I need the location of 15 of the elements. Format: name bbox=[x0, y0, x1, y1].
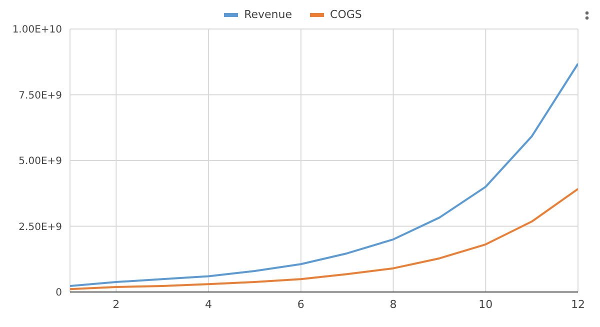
x-tick-label: 12 bbox=[571, 298, 585, 311]
x-tick-label: 2 bbox=[112, 298, 120, 311]
x-tick-label: 8 bbox=[390, 298, 397, 311]
x-tick-label: 6 bbox=[297, 298, 304, 311]
line-series bbox=[70, 62, 578, 287]
x-tick-label: 4 bbox=[205, 298, 212, 311]
legend-label: Revenue bbox=[243, 8, 292, 21]
line-series bbox=[70, 188, 578, 290]
y-tick-label: 2.50E+9 bbox=[18, 222, 62, 233]
x-tick-label: 10 bbox=[478, 298, 493, 311]
y-tick-label: 0 bbox=[56, 288, 62, 299]
legend-label: COGS bbox=[329, 8, 362, 21]
y-tick-label: 7.50E+9 bbox=[18, 90, 62, 102]
y-tick-label: 5.00E+9 bbox=[18, 156, 62, 168]
y-tick-label: 1.00E+10 bbox=[12, 24, 62, 36]
